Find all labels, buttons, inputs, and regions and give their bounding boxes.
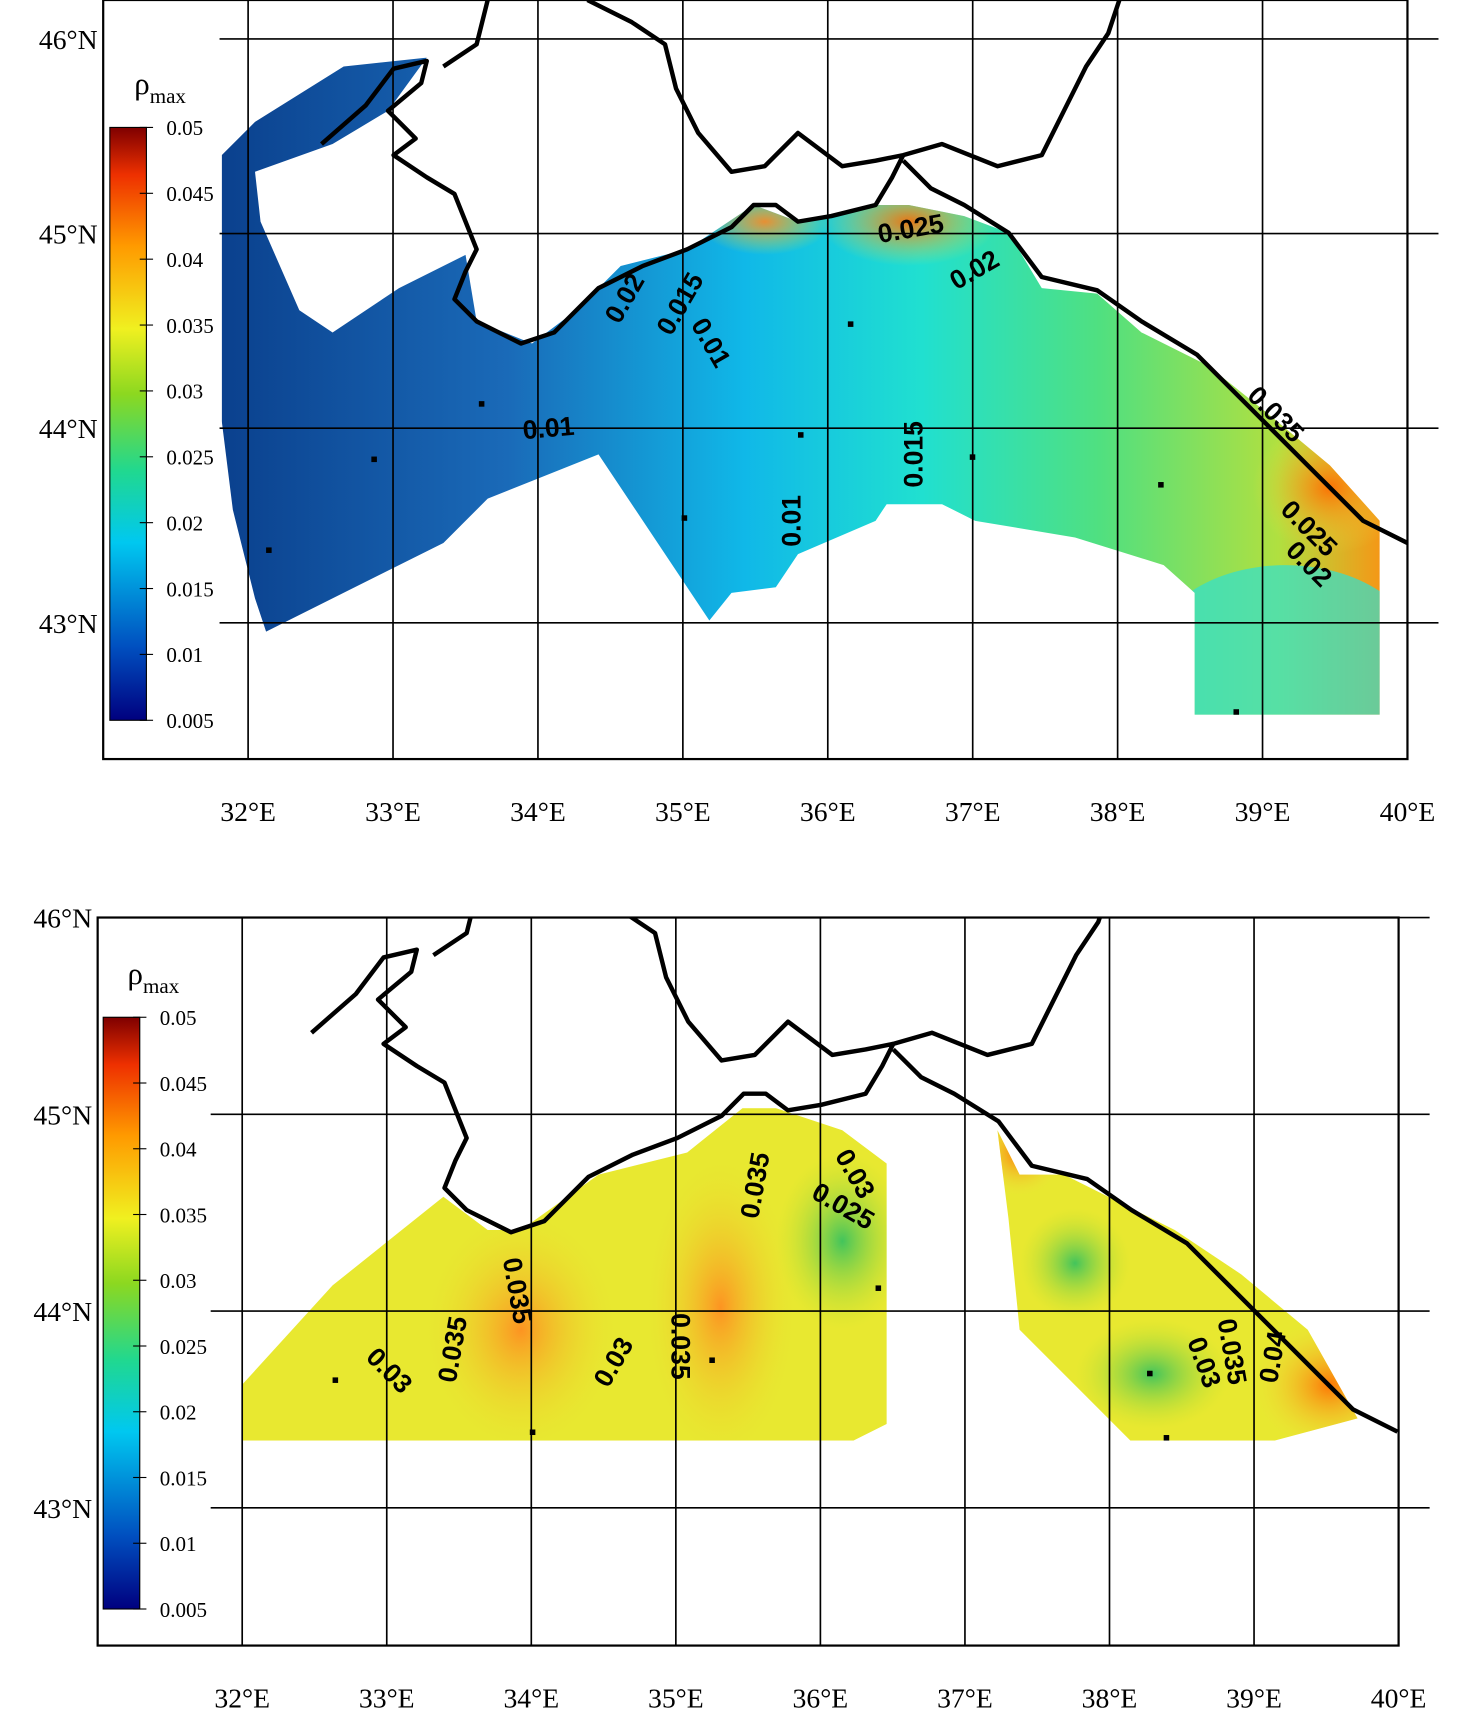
- contour-label: 0.01: [521, 411, 575, 445]
- colorbar-tick-label: 0.045: [160, 1072, 207, 1096]
- colorbar-symbol: ρ: [128, 956, 143, 991]
- colorbar-tick-label: 0.05: [166, 116, 203, 140]
- colorbar-tick-label: 0.03: [166, 380, 203, 404]
- colorbar-tick-label: 0.035: [160, 1203, 207, 1227]
- colorbar-tick-label: 0.005: [160, 1598, 207, 1622]
- lon-label: 33°E: [359, 1683, 415, 1714]
- lat-label: 45°N: [33, 1099, 92, 1130]
- colorbar-tick-label: 0.02: [166, 511, 203, 535]
- lon-label: 32°E: [214, 1683, 270, 1714]
- colorbar-tick-label: 0.01: [166, 643, 203, 667]
- lon-label: 37°E: [937, 1683, 993, 1714]
- lon-label: 35°E: [655, 796, 711, 827]
- lat-label: 44°N: [39, 413, 98, 444]
- lon-label: 40°E: [1371, 1683, 1427, 1714]
- lon-label: 32°E: [220, 796, 276, 827]
- lon-label: 39°E: [1235, 796, 1291, 827]
- lon-label: 36°E: [793, 1683, 849, 1714]
- colorbar-tick-label: 0.04: [166, 248, 203, 272]
- lon-label: 36°E: [800, 796, 856, 827]
- colorbar-symbol: ρ: [134, 66, 149, 101]
- lat-label: 44°N: [33, 1296, 92, 1327]
- lon-label: 38°E: [1090, 796, 1146, 827]
- colorbar-tick-label: 0.03: [160, 1269, 197, 1293]
- colorbar-subscript: max: [143, 974, 180, 998]
- lon-label: 33°E: [365, 796, 421, 827]
- lon-label: 38°E: [1082, 1683, 1138, 1714]
- colorbar-tick-label: 0.005: [166, 709, 213, 733]
- lon-label: 34°E: [510, 796, 566, 827]
- colorbar-title: ρmax: [128, 956, 180, 998]
- colorbar-tick-label: 0.04: [160, 1138, 197, 1162]
- colorbar-tick-label: 0.02: [160, 1401, 197, 1425]
- lon-label: 34°E: [503, 1683, 559, 1714]
- colorbar-tick-label: 0.025: [166, 446, 213, 470]
- lon-label: 39°E: [1226, 1683, 1282, 1714]
- lat-label: 43°N: [39, 608, 98, 639]
- contour-label: 0.01: [777, 495, 807, 547]
- colorbar: [109, 126, 147, 721]
- lat-label: 43°N: [33, 1493, 92, 1524]
- contour-label: 0.015: [898, 421, 928, 488]
- lat-label: 45°N: [39, 219, 98, 250]
- lon-label: 40°E: [1380, 796, 1436, 827]
- colorbar-tick-label: 0.01: [160, 1532, 197, 1556]
- colorbar: [102, 1016, 141, 1610]
- colorbar-tick-label: 0.035: [166, 314, 213, 338]
- colorbar-tick-label: 0.015: [160, 1466, 207, 1490]
- contour-label: 0.035: [665, 1313, 695, 1380]
- lat-label: 46°N: [39, 24, 98, 55]
- lon-label: 37°E: [945, 796, 1001, 827]
- colorbar-title: ρmax: [134, 66, 186, 108]
- colorbar-tick-label: 0.045: [166, 182, 213, 206]
- colorbar-tick-label: 0.05: [160, 1006, 197, 1030]
- colorbar-tick-label: 0.015: [166, 577, 213, 601]
- colorbar-tick-label: 0.025: [160, 1335, 207, 1359]
- lat-label: 46°N: [33, 903, 92, 934]
- colorbar-subscript: max: [150, 84, 187, 108]
- lon-label: 35°E: [648, 1683, 704, 1714]
- stations: [266, 321, 1240, 1441]
